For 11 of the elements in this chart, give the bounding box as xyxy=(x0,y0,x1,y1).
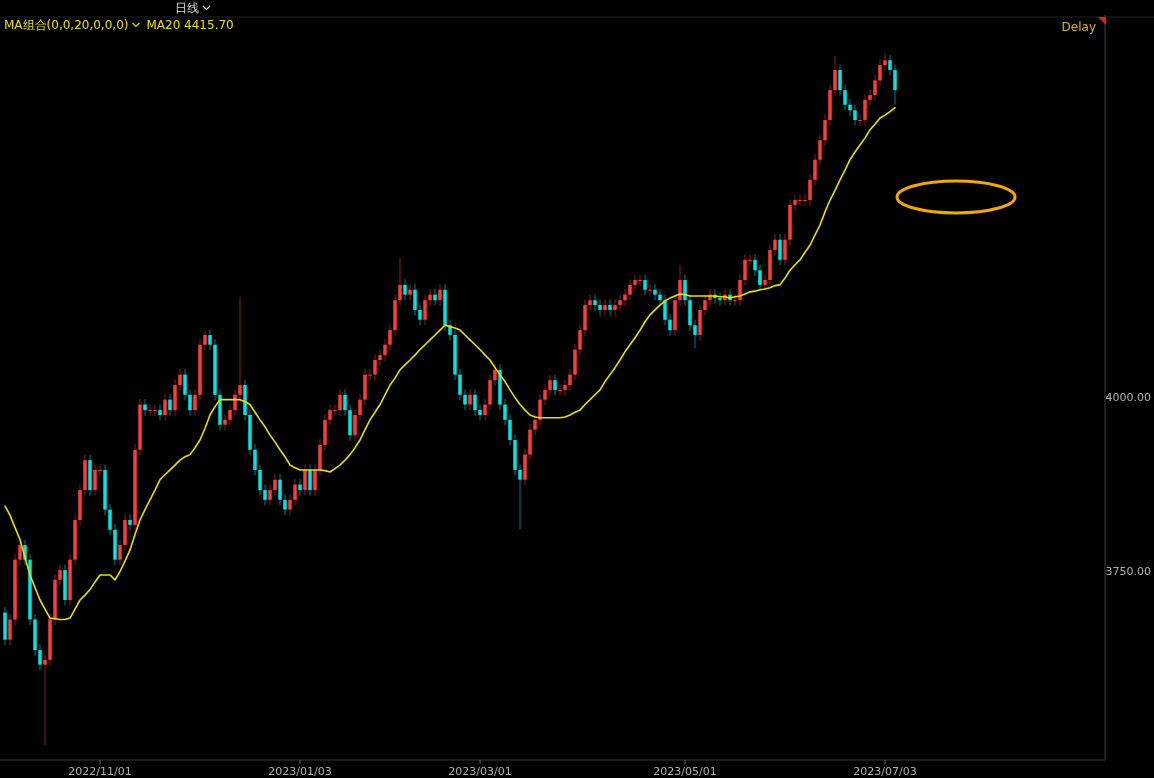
x-tick-label: 2023/03/01 xyxy=(448,765,512,778)
chart-subtitle: MA组合(0,0,20,0,0,0) xyxy=(4,18,129,32)
x-tick-label: 2023/07/03 xyxy=(853,765,917,778)
text: 日线 xyxy=(175,1,199,15)
legend-label: MA20 4415.70 xyxy=(146,18,234,32)
y-tick-label: 3750.00 xyxy=(1105,564,1151,578)
x-tick-label: 2022/11/01 xyxy=(68,765,132,778)
text: Delay xyxy=(1061,20,1096,34)
x-tick-label: 2023/01/03 xyxy=(268,765,332,778)
y-tick-label: 4000.00 xyxy=(1105,390,1151,404)
x-tick-label: 2023/05/01 xyxy=(653,765,717,778)
